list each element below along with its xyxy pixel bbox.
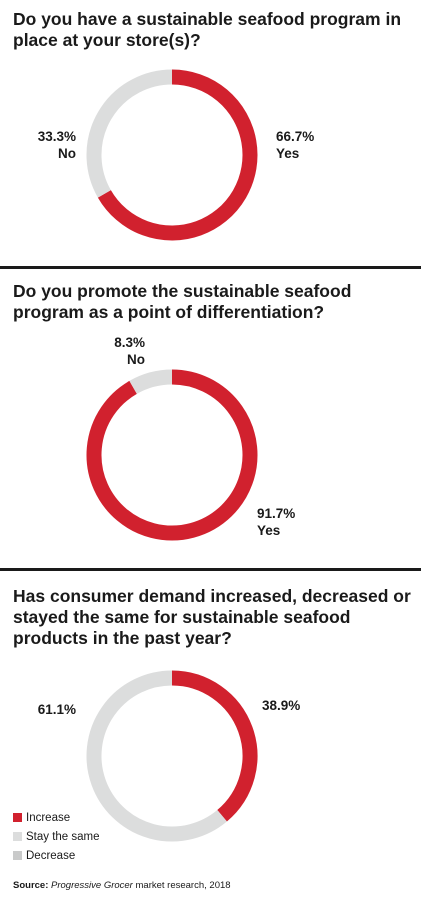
chart-1-label-no: 33.3% No <box>16 128 76 162</box>
source-label: Source: <box>13 880 49 891</box>
chart-2-title: Do you promote the sustainable seafood p… <box>13 281 352 322</box>
donut-slice-yes <box>97 69 258 241</box>
chart-2-yes-value: 91.7% <box>257 506 296 521</box>
source-note: Source: Progressive Grocer market resear… <box>13 880 231 891</box>
donut-slice-no <box>86 69 173 198</box>
chart-3-title: Has consumer demand increased, decreased… <box>13 586 411 648</box>
chart-3-stay-value: 61.1% <box>37 702 76 717</box>
legend-swatch-stay-the-same <box>13 832 22 841</box>
donut-slice-yes <box>86 369 258 541</box>
legend-item-stay-the-same: Stay the same <box>13 827 100 846</box>
legend-label-increase: Increase <box>26 811 71 824</box>
chart-2-no-label: No <box>127 352 145 367</box>
chart-1-no-value: 33.3% <box>37 129 76 144</box>
legend-item-decrease: Decrease <box>13 846 100 865</box>
chart-3-legend: Increase Stay the same Decrease <box>13 808 100 865</box>
chart-3-donut <box>86 670 258 842</box>
chart-1-title: Do you have a sustainable seafood progra… <box>13 9 402 50</box>
legend-swatch-decrease <box>13 851 22 860</box>
legend-label-stay-the-same: Stay the same <box>26 830 100 843</box>
chart-3-label-increase: 38.9% <box>262 697 300 714</box>
chart-3-label-stay: 61.1% <box>16 701 76 718</box>
section-divider-1 <box>0 266 421 269</box>
chart-3-increase-value: 38.9% <box>262 698 301 713</box>
chart-1-yes-value: 66.7% <box>276 129 315 144</box>
chart-1-no-label: No <box>58 146 76 161</box>
source-text: market research, 2018 <box>135 880 231 891</box>
chart-2-donut <box>86 369 258 541</box>
donut-slice-stay-the-same <box>86 670 227 842</box>
donut-slice-no <box>129 369 173 395</box>
chart-1-donut <box>86 69 258 241</box>
chart-2-no-value: 8.3% <box>114 335 145 350</box>
chart-2-label-no: 8.3% No <box>85 334 145 368</box>
source-publication: Progressive Grocer <box>51 880 133 891</box>
chart-2-yes-label: Yes <box>257 523 281 538</box>
chart-1-yes-label: Yes <box>276 146 300 161</box>
legend-item-increase: Increase <box>13 808 100 827</box>
chart-1-label-yes: 66.7% Yes <box>276 128 314 162</box>
chart-2-label-yes: 91.7% Yes <box>257 505 295 539</box>
section-divider-2 <box>0 568 421 571</box>
legend-swatch-increase <box>13 813 22 822</box>
legend-label-decrease: Decrease <box>26 849 76 862</box>
donut-slice-increase <box>171 670 258 822</box>
